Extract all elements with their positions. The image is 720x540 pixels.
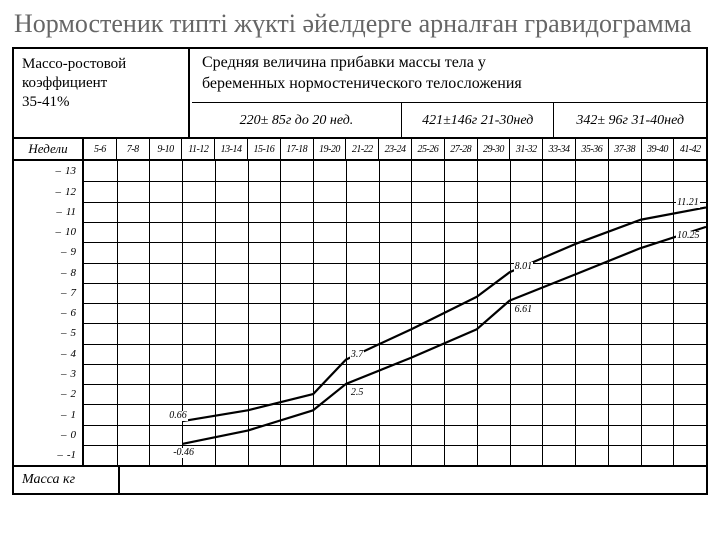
week-cell: 13-14 (215, 139, 248, 159)
grid-vline (411, 161, 412, 465)
grid-hline (84, 404, 706, 405)
grid-hline (84, 384, 706, 385)
value-annotation: 10.25 (676, 231, 701, 241)
week-cell: 35-36 (576, 139, 609, 159)
week-cell: 23-24 (379, 139, 412, 159)
grid-hline (84, 263, 706, 264)
plot-grid: 0.66 -0.46 3.7 2.5 8.01 6.61 11.21 10.25 (84, 161, 706, 465)
grid-vline (313, 161, 314, 465)
y-tick: –11 (56, 206, 76, 218)
grid-hline (84, 364, 706, 365)
y-tick: –9 (61, 246, 76, 258)
y-tick: –4 (61, 348, 76, 360)
grid-vline (149, 161, 150, 465)
grid-hline (84, 242, 706, 243)
week-cell: 25-26 (412, 139, 445, 159)
hdr-left-line: Массо-ростовой (22, 55, 180, 74)
y-tick: –8 (61, 267, 76, 279)
grid-vline (542, 161, 543, 465)
header-band: 342± 96г 31-40нед (554, 103, 706, 139)
week-cell: 27-28 (445, 139, 478, 159)
grid-vline (248, 161, 249, 465)
y-tick: –-1 (57, 449, 76, 461)
header-band: 421±146г 21-30нед (402, 103, 555, 139)
grid-vline (575, 161, 576, 465)
week-cell: 7-8 (117, 139, 150, 159)
week-cell: 37-38 (609, 139, 642, 159)
hdr-left-line: 35-41% (22, 93, 180, 112)
grid-hline (84, 202, 706, 203)
plot-area: –13 –12 –11 –10 –9 –8 –7 –6 –5 –4 –3 –2 –1 –0 –-1 0.66… (14, 161, 706, 467)
header-left-block: Массо-ростовой коэффициент 35-41% (14, 49, 190, 139)
y-tick: –7 (61, 287, 76, 299)
header-right-title: Средняя величина прибавки массы тела у б… (192, 49, 706, 103)
y-tick: –6 (61, 307, 76, 319)
week-cell: 11-12 (182, 139, 215, 159)
value-annotation: -0.46 (172, 448, 195, 458)
week-cell: 29-30 (478, 139, 511, 159)
value-annotation: 0.66 (168, 411, 188, 421)
grid-hline (84, 445, 706, 446)
grid-vline (215, 161, 216, 465)
value-annotation: 6.61 (514, 305, 534, 315)
hdr-left-line: коэффициент (22, 74, 180, 93)
grid-vline (280, 161, 281, 465)
y-tick: –3 (61, 368, 76, 380)
weeks-cells: 5-67-89-1011-1213-1415-1617-1819-2021-22… (84, 139, 706, 159)
grid-hline (84, 425, 706, 426)
hdr-right-line: беременных нормостенического телосложени… (202, 74, 696, 95)
week-cell: 9-10 (150, 139, 183, 159)
header-band: 220± 85г до 20 нед. (192, 103, 402, 139)
grid-hline (84, 283, 706, 284)
value-annotation: 3.7 (350, 350, 365, 360)
week-cell: 5-6 (84, 139, 117, 159)
footer-label: Масса кг (14, 467, 120, 493)
grid-vline (117, 161, 118, 465)
y-tick: –0 (61, 429, 76, 441)
header-bands: 220± 85г до 20 нед.421±146г 21-30нед342±… (192, 103, 706, 139)
value-annotation: 8.01 (514, 262, 534, 272)
y-axis: –13 –12 –11 –10 –9 –8 –7 –6 –5 –4 –3 –2 –1 –0 –-1 (14, 161, 84, 465)
grid-vline (346, 161, 347, 465)
value-annotation: 11.21 (676, 198, 700, 208)
y-tick: –10 (56, 226, 77, 238)
grid-vline (444, 161, 445, 465)
week-cell: 39-40 (642, 139, 675, 159)
grid-vline (641, 161, 642, 465)
grid-vline (379, 161, 380, 465)
y-tick: –2 (61, 388, 76, 400)
week-cell: 33-34 (543, 139, 576, 159)
grid-hline (84, 344, 706, 345)
weeks-label: Недели (14, 139, 84, 159)
grid-vline (673, 161, 674, 465)
week-cell: 21-22 (346, 139, 379, 159)
chart-header: Массо-ростовой коэффициент 35-41% Средня… (14, 49, 706, 139)
hdr-right-line: Средняя величина прибавки массы тела у (202, 53, 696, 74)
grid-hline (84, 323, 706, 324)
grid-hline (84, 222, 706, 223)
grid-vline (510, 161, 511, 465)
week-cell: 19-20 (314, 139, 347, 159)
y-tick: –5 (61, 327, 76, 339)
week-cell: 41-42 (674, 139, 706, 159)
y-tick: –1 (61, 409, 76, 421)
grid-hline (84, 303, 706, 304)
footer-row: Масса кг (14, 467, 706, 493)
week-cell: 31-32 (510, 139, 543, 159)
weeks-row: Недели 5-67-89-1011-1213-1415-1617-1819-… (14, 139, 706, 161)
gravidogram-chart: Массо-ростовой коэффициент 35-41% Средня… (12, 47, 708, 495)
slide-title: Нормостеник типті жүкті әйелдерге арналғ… (0, 0, 720, 45)
week-cell: 15-16 (248, 139, 281, 159)
grid-vline (608, 161, 609, 465)
y-tick: –12 (56, 186, 77, 198)
value-annotation: 2.5 (350, 388, 365, 398)
grid-vline (477, 161, 478, 465)
y-tick: –13 (56, 165, 77, 177)
grid-hline (84, 181, 706, 182)
week-cell: 17-18 (281, 139, 314, 159)
